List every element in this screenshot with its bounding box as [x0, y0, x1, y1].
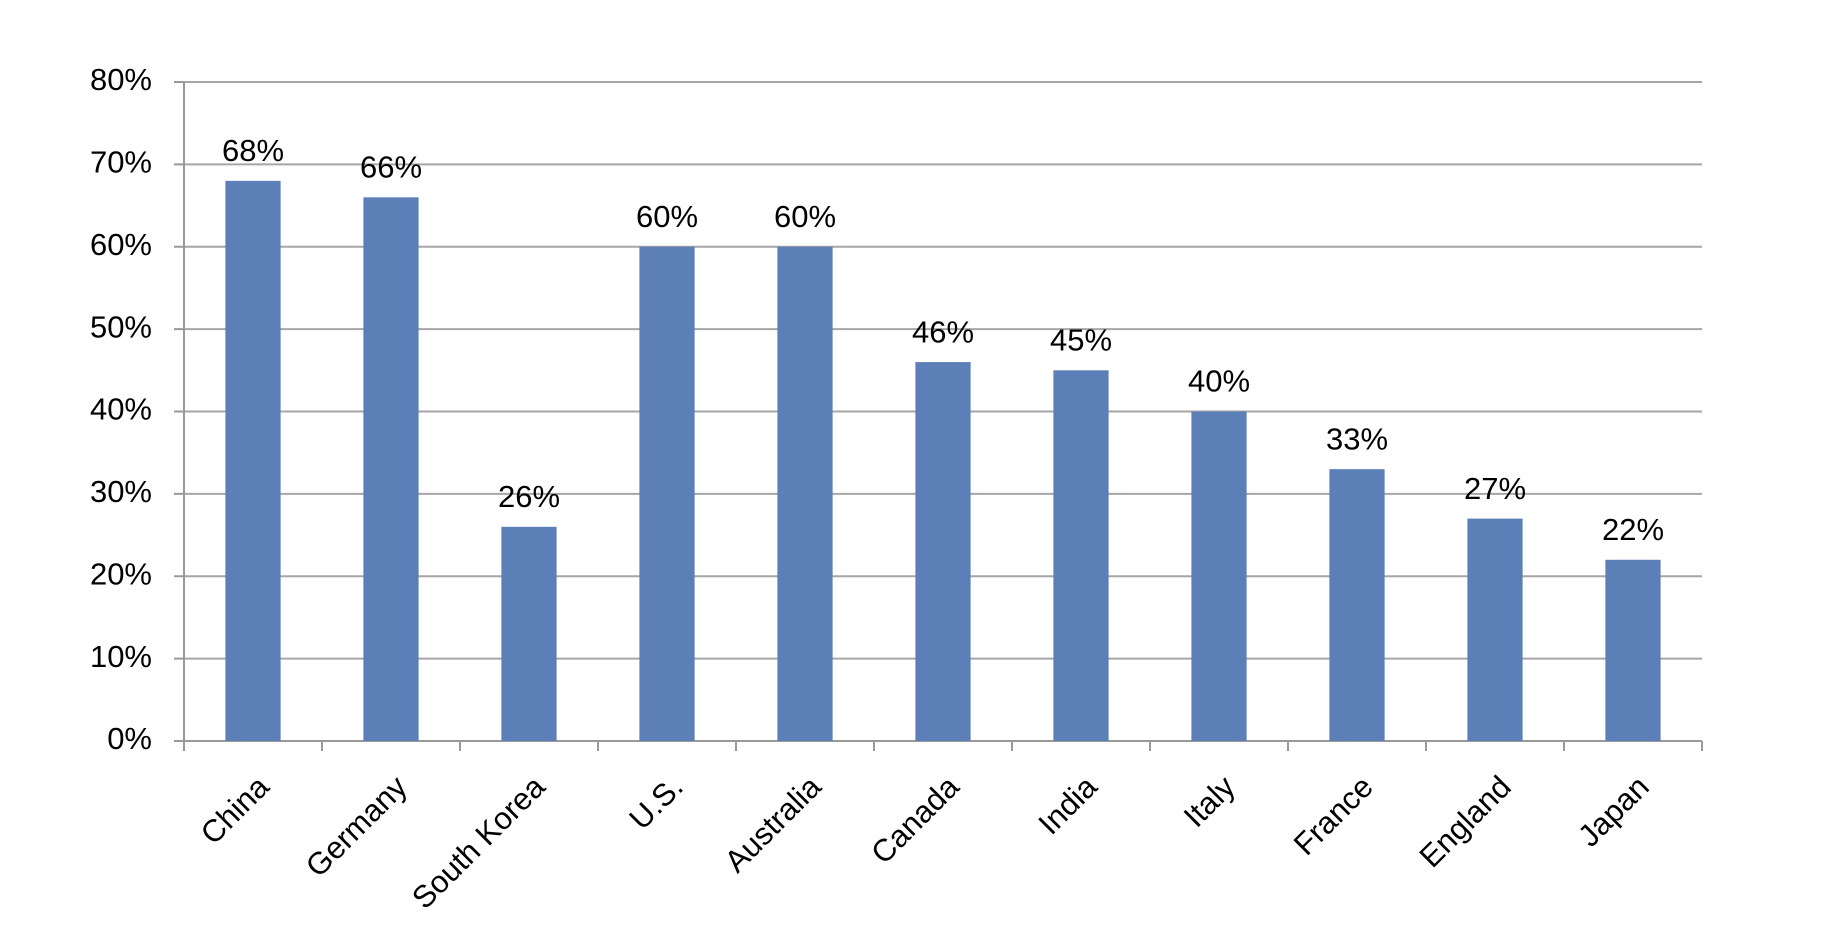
- x-tick-label: China: [194, 768, 277, 851]
- data-label: 60%: [636, 199, 698, 234]
- bar: [639, 246, 695, 741]
- bar: [1191, 411, 1247, 741]
- x-tick-label: Japan: [1571, 769, 1655, 853]
- data-label: 68%: [222, 133, 284, 168]
- data-label: 27%: [1464, 471, 1526, 506]
- data-label: 46%: [912, 314, 974, 349]
- data-label: 22%: [1602, 512, 1664, 547]
- y-tick-label: 20%: [90, 556, 152, 591]
- bar: [1329, 469, 1385, 741]
- x-tick-label: Australia: [718, 768, 829, 879]
- bar: [225, 180, 281, 742]
- x-tick-label: Germany: [299, 769, 414, 884]
- data-label: 45%: [1050, 323, 1112, 358]
- y-tick-label: 60%: [90, 227, 152, 262]
- x-tick-label: Canada: [864, 768, 966, 870]
- x-tick-label: India: [1031, 768, 1104, 841]
- y-tick-label: 50%: [90, 309, 152, 344]
- y-tick-label: 70%: [90, 145, 152, 180]
- x-tick-label: France: [1287, 769, 1380, 862]
- x-tick-label: South Korea: [405, 768, 552, 915]
- bar: [1467, 518, 1523, 741]
- bar: [915, 362, 971, 741]
- data-label: 40%: [1188, 364, 1250, 399]
- bar: [1053, 370, 1109, 741]
- y-tick-label: 10%: [90, 639, 152, 674]
- y-tick-label: 40%: [90, 392, 152, 427]
- bar: [501, 526, 557, 741]
- data-label: 26%: [498, 479, 560, 514]
- data-label: 33%: [1326, 421, 1388, 456]
- y-tick-label: 0%: [107, 721, 152, 756]
- data-label: 66%: [360, 150, 422, 185]
- data-label: 60%: [774, 199, 836, 234]
- bar: [777, 246, 833, 741]
- x-tick-label: Italy: [1177, 769, 1242, 834]
- x-tick-label: England: [1413, 769, 1518, 874]
- bar: [1605, 559, 1661, 741]
- x-tick-label: U.S.: [622, 769, 689, 836]
- y-tick-label: 80%: [90, 62, 152, 97]
- y-tick-label: 30%: [90, 474, 152, 509]
- bar: [363, 197, 419, 741]
